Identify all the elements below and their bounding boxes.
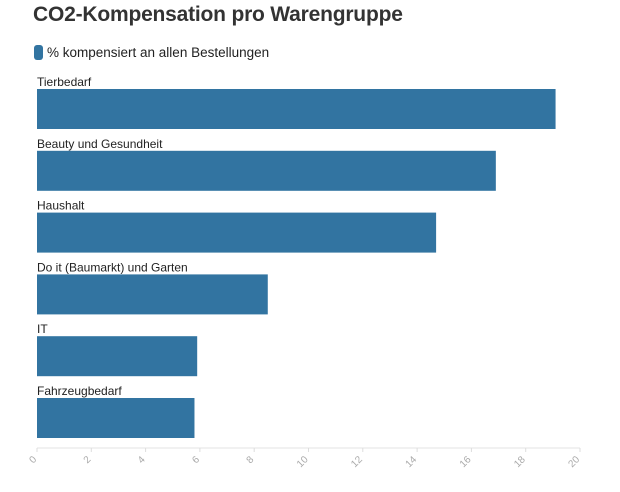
legend: % kompensiert an allen Bestellungen <box>34 44 269 60</box>
x-tick-label: 14 <box>404 454 420 470</box>
x-tick-label: 6 <box>190 454 202 466</box>
x-tick-label: 18 <box>512 454 528 470</box>
bar <box>37 274 268 315</box>
bar <box>37 150 496 191</box>
bar <box>37 89 556 129</box>
category-label: Do it (Baumarkt) und Garten <box>37 260 188 274</box>
x-tick-label: 2 <box>82 454 94 466</box>
chart-title: CO2-Kompensation pro Warengruppe <box>33 3 403 26</box>
bar <box>37 212 437 253</box>
bar <box>37 336 198 377</box>
x-tick-label: 4 <box>136 454 148 466</box>
legend-swatch <box>34 44 43 60</box>
x-tick-label: 8 <box>245 454 257 466</box>
category-label: Beauty und Gesundheit <box>37 137 163 151</box>
category-label: IT <box>37 322 48 336</box>
category-label: Haushalt <box>37 199 85 213</box>
x-tick-label: 16 <box>458 454 474 470</box>
category-label: Fahrzeugbedarf <box>37 384 122 398</box>
x-axis: 0 2 4 6 8 10 12 14 16 18 20 <box>27 447 582 470</box>
bars-group: Tierbedarf Beauty und Gesundheit Haushalt D… <box>37 75 556 438</box>
x-tick-label: 0 <box>27 454 39 466</box>
x-tick-label: 20 <box>566 454 582 470</box>
bar <box>37 398 195 438</box>
x-tick-label: 10 <box>295 454 311 470</box>
legend-label: % kompensiert an allen Bestellungen <box>47 44 270 60</box>
x-tick-label: 12 <box>349 454 365 470</box>
category-label: Tierbedarf <box>37 75 92 89</box>
